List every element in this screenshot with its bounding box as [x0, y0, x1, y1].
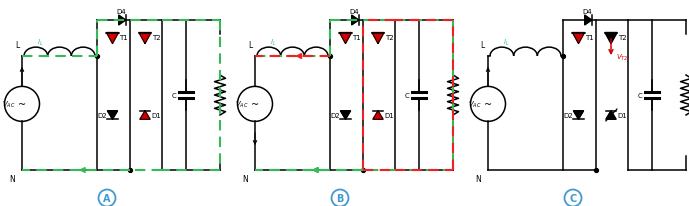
- Text: $V_{AC}$: $V_{AC}$: [235, 99, 249, 109]
- Text: B: B: [336, 193, 344, 203]
- Polygon shape: [107, 111, 118, 120]
- Polygon shape: [606, 111, 616, 120]
- Text: N: N: [9, 174, 14, 183]
- Text: $I_L$: $I_L$: [37, 38, 43, 48]
- Text: D1: D1: [617, 112, 627, 118]
- Text: $V_{AC}$: $V_{AC}$: [2, 99, 16, 109]
- Text: D2: D2: [97, 112, 107, 118]
- Text: L: L: [14, 41, 19, 50]
- Text: L: L: [248, 41, 252, 50]
- Text: T1: T1: [585, 35, 594, 41]
- Polygon shape: [573, 111, 584, 120]
- Text: $V_{T2}$: $V_{T2}$: [616, 53, 628, 63]
- Text: ~: ~: [251, 99, 259, 109]
- Text: $I_L$: $I_L$: [503, 38, 509, 48]
- Polygon shape: [372, 33, 384, 44]
- Text: D2: D2: [330, 112, 340, 118]
- Text: $V_{AC}$: $V_{AC}$: [468, 99, 482, 109]
- Text: T2: T2: [384, 35, 393, 41]
- Polygon shape: [139, 33, 151, 44]
- Text: N: N: [242, 174, 248, 183]
- Text: N: N: [475, 174, 481, 183]
- Polygon shape: [351, 16, 359, 26]
- Polygon shape: [140, 111, 150, 120]
- Polygon shape: [340, 111, 351, 120]
- Polygon shape: [373, 111, 383, 120]
- Text: T2: T2: [152, 35, 161, 41]
- Polygon shape: [106, 33, 119, 44]
- Text: ~: ~: [484, 99, 492, 109]
- Polygon shape: [605, 33, 617, 44]
- Text: T1: T1: [119, 35, 128, 41]
- Text: D4: D4: [350, 9, 359, 15]
- Polygon shape: [340, 33, 351, 44]
- Text: ~: ~: [18, 99, 26, 109]
- Polygon shape: [119, 16, 125, 26]
- Text: A: A: [103, 193, 111, 203]
- Text: $I_L$: $I_L$: [270, 38, 276, 48]
- Text: T1: T1: [352, 35, 361, 41]
- Text: C: C: [637, 92, 642, 98]
- Polygon shape: [573, 33, 584, 44]
- Text: L: L: [481, 41, 485, 50]
- Text: C: C: [569, 193, 577, 203]
- Text: D2: D2: [563, 112, 573, 118]
- Text: D4: D4: [583, 9, 593, 15]
- Text: D1: D1: [384, 112, 393, 118]
- Text: C: C: [172, 92, 176, 98]
- Polygon shape: [585, 16, 592, 26]
- Text: D4: D4: [116, 9, 126, 15]
- Text: T2: T2: [617, 35, 626, 41]
- Text: D1: D1: [151, 112, 161, 118]
- Text: C: C: [404, 92, 409, 98]
